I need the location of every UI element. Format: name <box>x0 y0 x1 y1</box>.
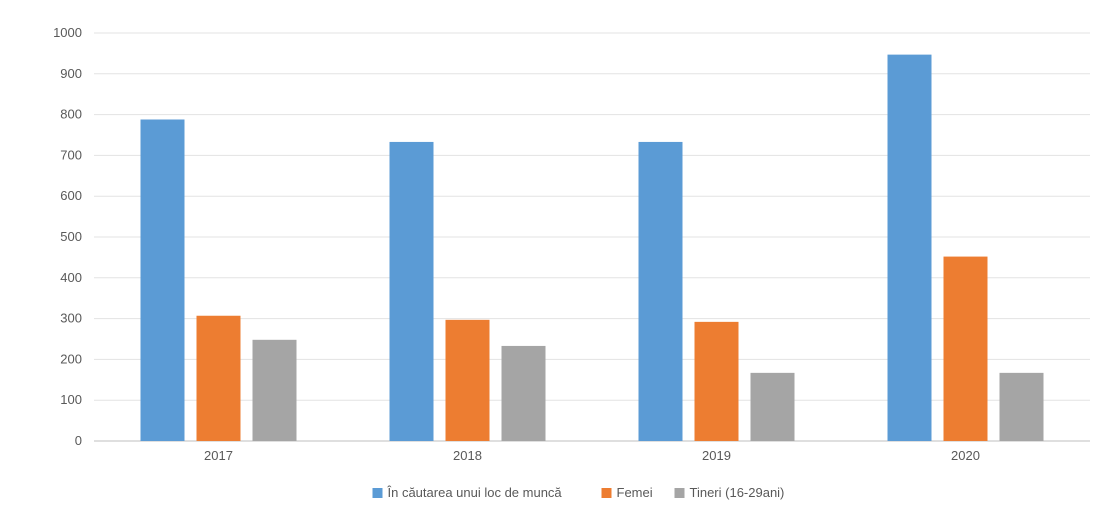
x-tick-label: 2018 <box>453 448 482 463</box>
bar-2020-series-2 <box>943 256 988 441</box>
x-axis-tick-labels: 2017 2018 2019 2020 <box>204 448 980 463</box>
y-tick-label: 500 <box>60 229 82 244</box>
x-tick-label: 2020 <box>951 448 980 463</box>
x-tick-label: 2019 <box>702 448 731 463</box>
y-tick-label: 0 <box>75 433 82 448</box>
y-tick-label: 200 <box>60 351 82 366</box>
y-tick-label: 100 <box>60 392 82 407</box>
legend-label: Tineri (16-29ani) <box>690 485 785 500</box>
bar-2020-series-1 <box>887 54 932 442</box>
bar-2017-series-3 <box>252 339 297 441</box>
gridlines <box>94 32 1090 442</box>
y-axis-tick-labels: 0 100 200 300 400 500 600 700 800 900 1000 <box>53 25 82 448</box>
y-tick-label: 600 <box>60 188 82 203</box>
bar-2019-series-2 <box>694 321 739 441</box>
legend-swatch <box>674 488 685 498</box>
y-tick-label: 300 <box>60 311 82 326</box>
legend-item: Tineri (16-29ani) <box>674 485 785 500</box>
bars <box>140 54 1044 442</box>
bar-2018-series-1 <box>389 141 434 441</box>
y-tick-label: 400 <box>60 270 82 285</box>
bar-2018-series-2 <box>445 319 490 441</box>
y-tick-label: 1000 <box>53 25 82 40</box>
y-tick-label: 700 <box>60 147 82 162</box>
bar-2017-series-1 <box>140 119 185 441</box>
legend-swatch <box>372 488 383 498</box>
legend-item: Femei <box>601 485 653 500</box>
legend-item: În căutarea unui loc de muncă <box>372 485 563 500</box>
bar-2017-series-2 <box>196 315 241 441</box>
bar-2018-series-3 <box>501 345 546 441</box>
bar-2020-series-3 <box>999 372 1044 441</box>
legend-label: În căutarea unui loc de muncă <box>387 485 563 500</box>
legend: În căutarea unui loc de muncă Femei Tineri… <box>372 485 785 500</box>
y-tick-label: 900 <box>60 66 82 81</box>
bar-2019-series-3 <box>750 372 795 441</box>
legend-swatch <box>601 488 612 498</box>
bar-2019-series-1 <box>638 141 683 441</box>
y-tick-label: 800 <box>60 107 82 122</box>
x-tick-label: 2017 <box>204 448 233 463</box>
legend-label: Femei <box>617 485 653 500</box>
